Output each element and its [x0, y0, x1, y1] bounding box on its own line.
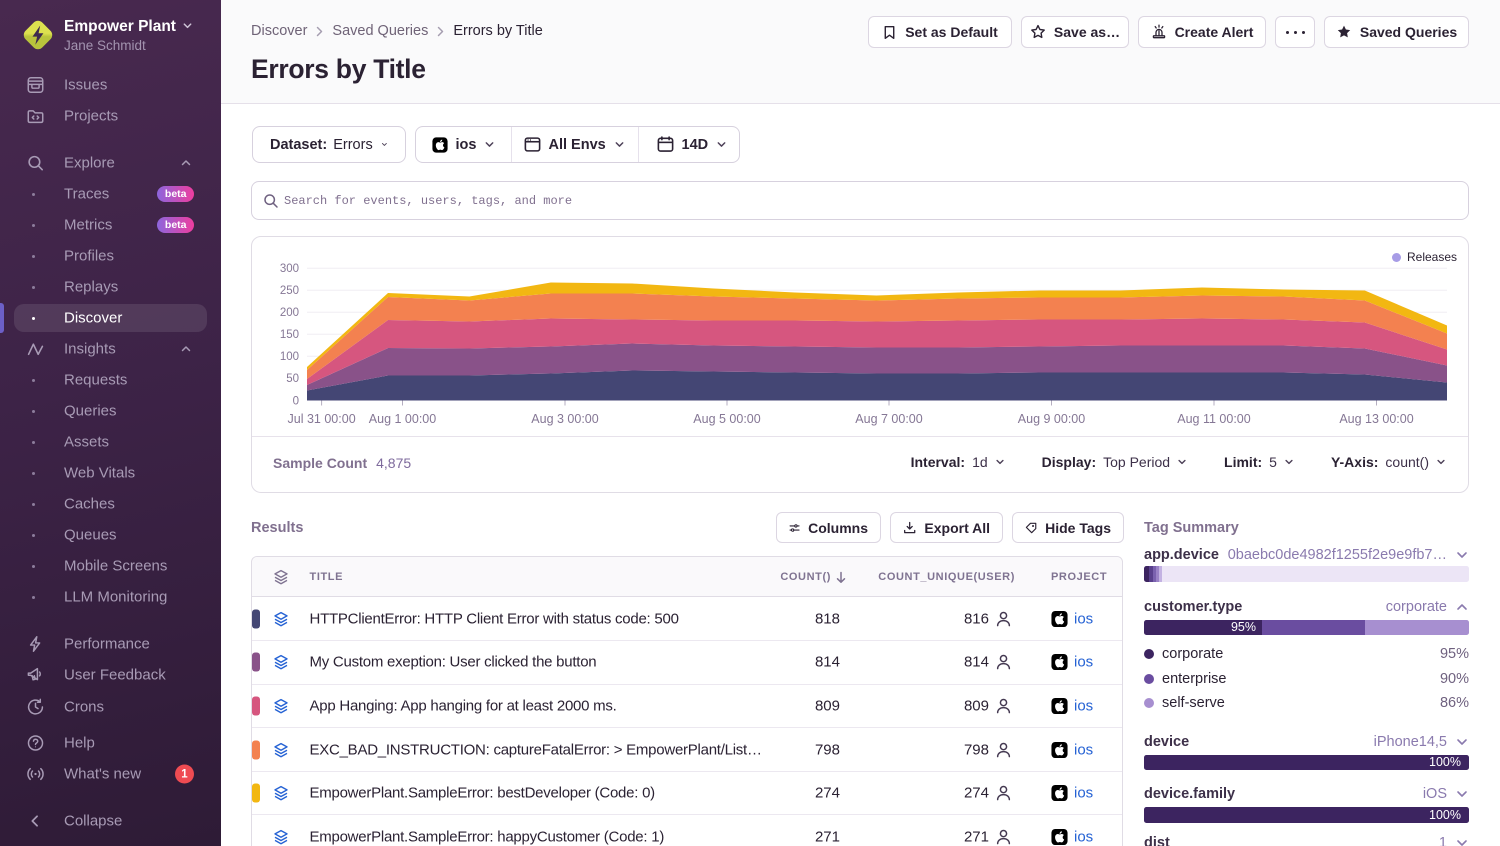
svg-text:50: 50: [286, 373, 299, 385]
svg-text:Aug 3 00:00: Aug 3 00:00: [531, 412, 598, 426]
svg-text:0: 0: [293, 396, 299, 408]
svg-text:Aug 7 00:00: Aug 7 00:00: [855, 412, 922, 426]
svg-text:Aug 13 00:00: Aug 13 00:00: [1339, 412, 1413, 426]
svg-text:250: 250: [280, 285, 299, 297]
svg-text:Aug 5 00:00: Aug 5 00:00: [693, 412, 760, 426]
svg-text:100: 100: [280, 351, 299, 363]
svg-text:Aug 9 00:00: Aug 9 00:00: [1018, 412, 1085, 426]
svg-text:Aug 1 00:00: Aug 1 00:00: [369, 412, 436, 426]
svg-text:200: 200: [280, 307, 299, 319]
svg-text:150: 150: [280, 329, 299, 341]
svg-text:Aug 11 00:00: Aug 11 00:00: [1177, 412, 1250, 426]
svg-text:300: 300: [280, 263, 299, 275]
svg-text:Jul 31 00:00: Jul 31 00:00: [288, 412, 356, 426]
